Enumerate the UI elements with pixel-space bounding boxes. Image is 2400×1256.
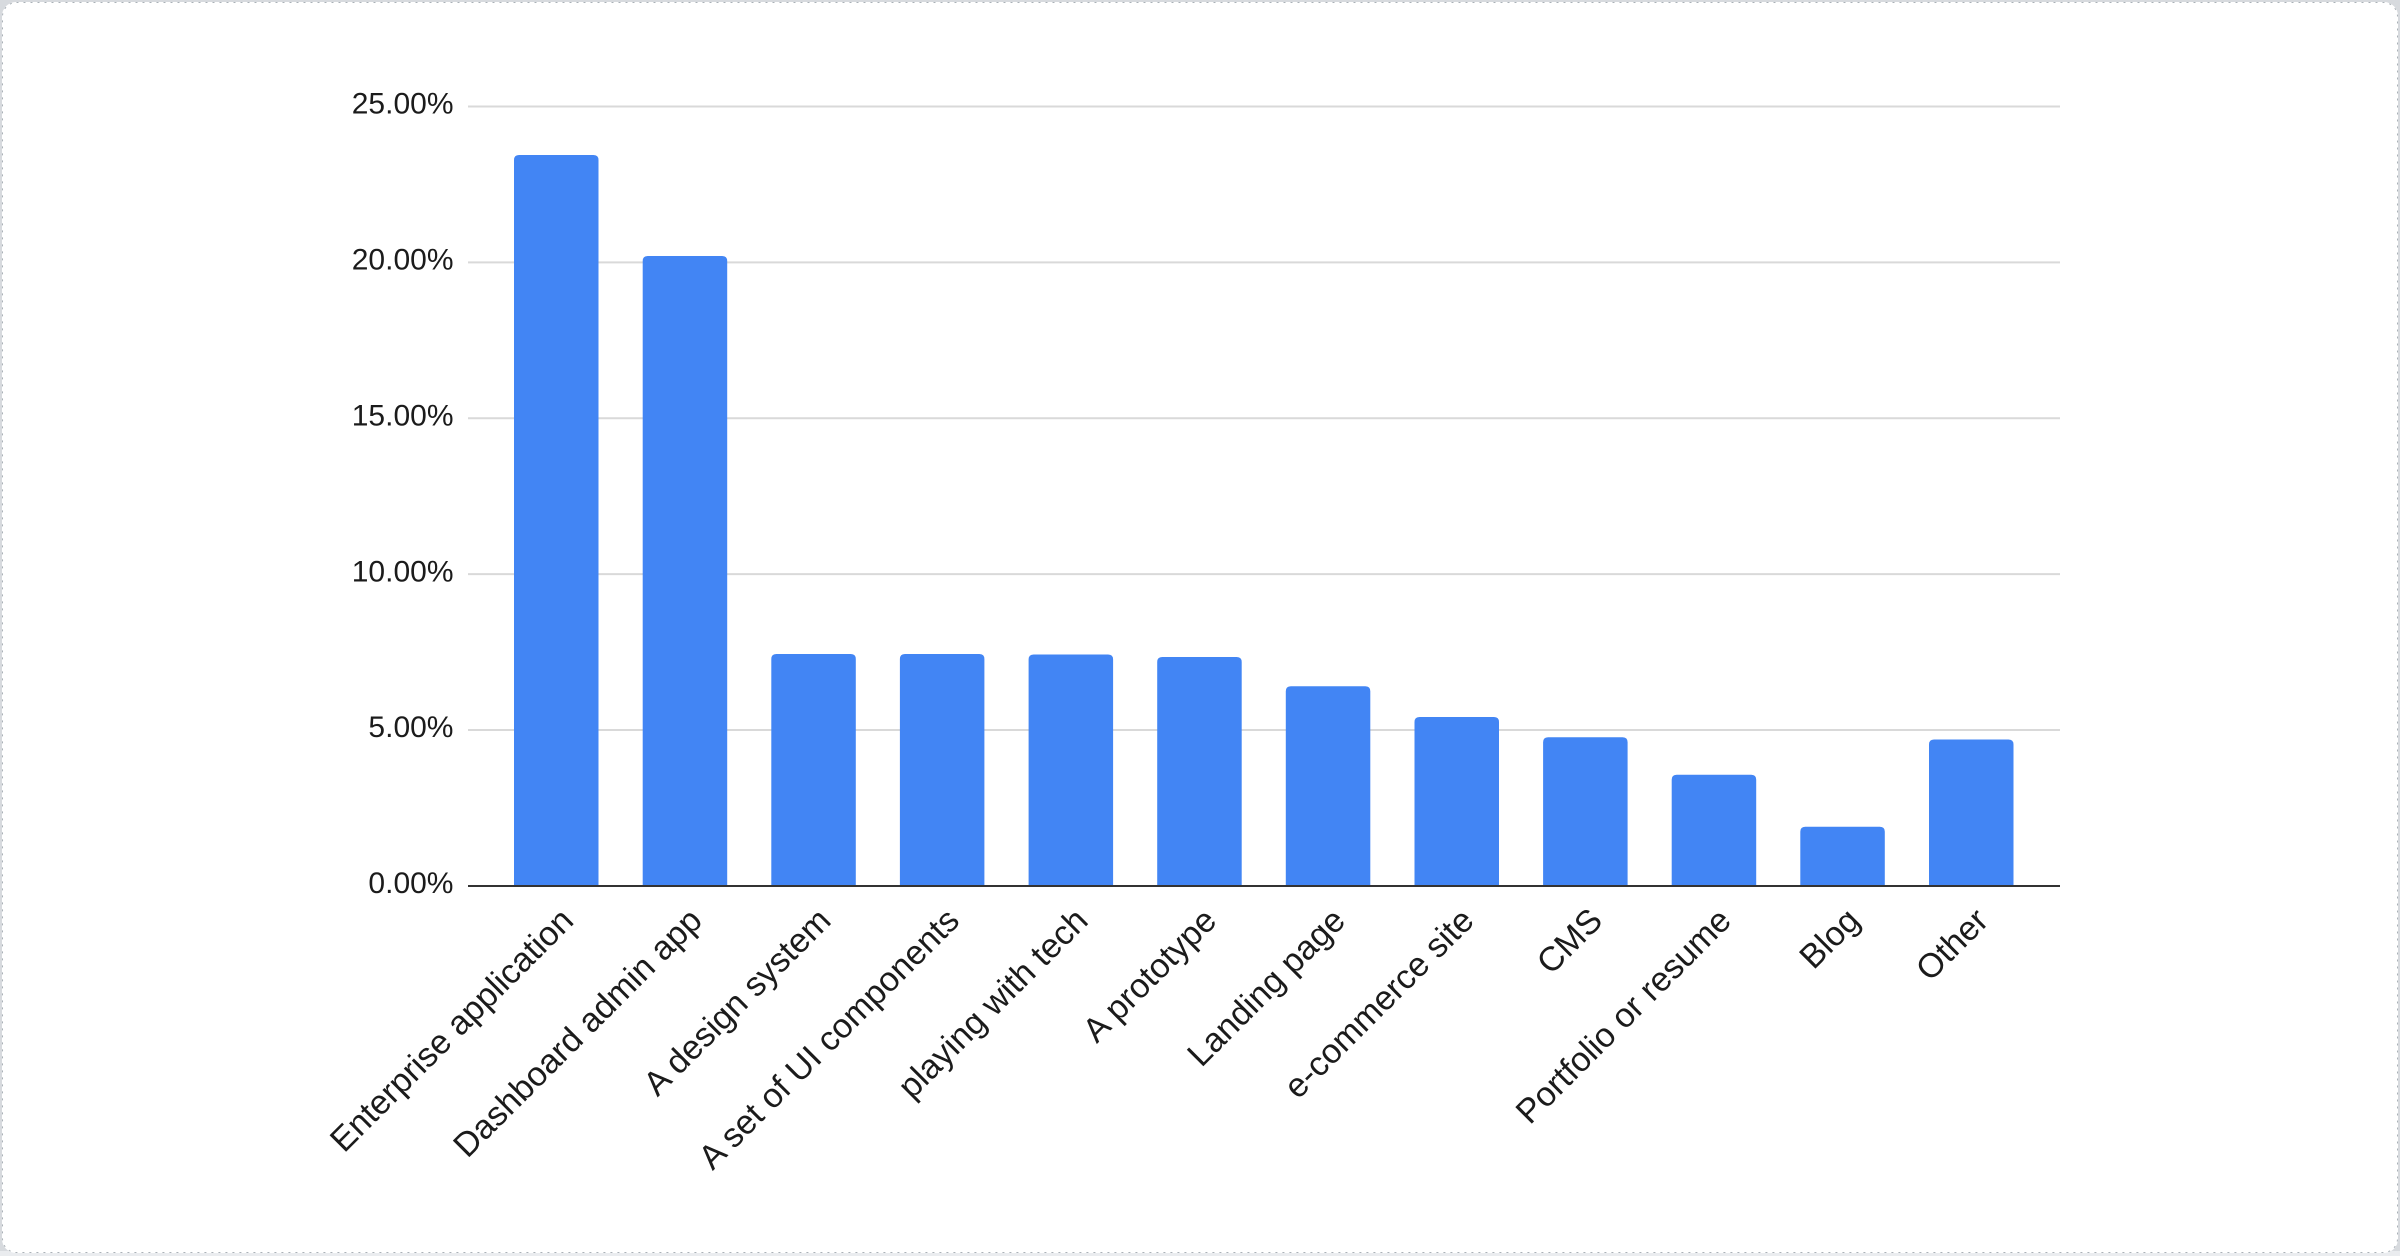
svg-text:A set of UI components: A set of UI components <box>691 901 966 1176</box>
svg-text:0.00%: 0.00% <box>368 867 453 900</box>
svg-text:10.00%: 10.00% <box>352 555 454 588</box>
svg-text:Blog: Blog <box>1792 901 1867 976</box>
svg-text:Portfolio or resume: Portfolio or resume <box>1509 901 1739 1131</box>
svg-text:Other: Other <box>1909 901 1996 988</box>
svg-text:5.00%: 5.00% <box>368 711 453 744</box>
svg-text:Enterprise application: Enterprise application <box>323 901 581 1159</box>
svg-text:Dashboard admin app: Dashboard admin app <box>446 901 709 1164</box>
svg-text:20.00%: 20.00% <box>352 244 454 277</box>
svg-text:15.00%: 15.00% <box>352 399 454 432</box>
svg-text:CMS: CMS <box>1530 901 1610 981</box>
svg-text:25.00%: 25.00% <box>352 88 454 121</box>
